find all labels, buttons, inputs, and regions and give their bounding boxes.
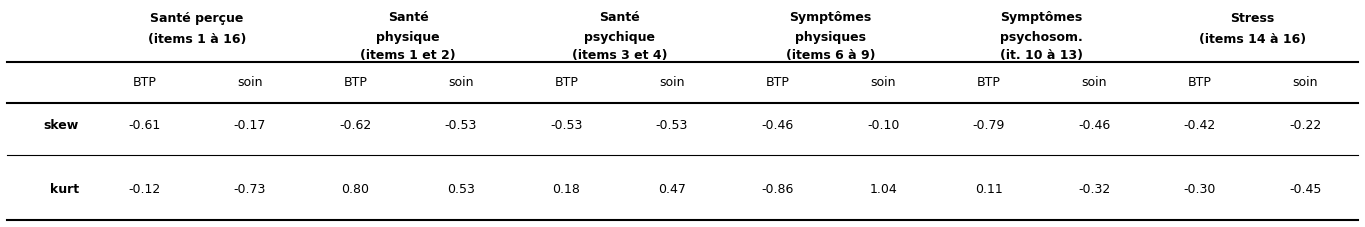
Text: -0.46: -0.46 [1078, 119, 1110, 133]
Text: (items 14 à 16): (items 14 à 16) [1198, 33, 1306, 46]
Text: -0.53: -0.53 [445, 119, 478, 133]
Text: Symptômes: Symptômes [1001, 10, 1082, 24]
Text: -0.30: -0.30 [1183, 183, 1216, 196]
Text: soin: soin [1081, 76, 1107, 89]
Text: -0.62: -0.62 [340, 119, 371, 133]
Text: 0.80: 0.80 [341, 183, 370, 196]
Text: 0.53: 0.53 [446, 183, 475, 196]
Text: physique: physique [377, 31, 440, 44]
Text: -0.12: -0.12 [128, 183, 160, 196]
Text: (it. 10 à 13): (it. 10 à 13) [1001, 49, 1082, 62]
Text: -0.53: -0.53 [550, 119, 583, 133]
Text: soin: soin [448, 76, 474, 89]
Text: BTP: BTP [1188, 76, 1212, 89]
Text: -0.22: -0.22 [1290, 119, 1321, 133]
Text: BTP: BTP [766, 76, 789, 89]
Text: soin: soin [659, 76, 685, 89]
Text: 0.11: 0.11 [975, 183, 1002, 196]
Text: soin: soin [1293, 76, 1319, 89]
Text: -0.32: -0.32 [1078, 183, 1110, 196]
Text: (items 1 à 16): (items 1 à 16) [147, 33, 246, 46]
Text: kurt: kurt [49, 183, 79, 196]
Text: Santé: Santé [599, 10, 640, 24]
Text: Symptômes: Symptômes [789, 10, 871, 24]
Text: -0.53: -0.53 [655, 119, 688, 133]
Text: (items 1 et 2): (items 1 et 2) [360, 49, 456, 62]
Text: soin: soin [871, 76, 895, 89]
Text: soin: soin [238, 76, 262, 89]
Text: (items 6 à 9): (items 6 à 9) [786, 49, 875, 62]
Text: -0.10: -0.10 [867, 119, 900, 133]
Text: -0.73: -0.73 [233, 183, 266, 196]
Text: -0.17: -0.17 [233, 119, 266, 133]
Text: Santé: Santé [388, 10, 429, 24]
Text: BTP: BTP [344, 76, 367, 89]
Text: BTP: BTP [132, 76, 156, 89]
Text: -0.61: -0.61 [128, 119, 160, 133]
Text: (items 3 et 4): (items 3 et 4) [572, 49, 667, 62]
Text: 0.18: 0.18 [553, 183, 580, 196]
Text: BTP: BTP [977, 76, 1001, 89]
Text: psychique: psychique [584, 31, 655, 44]
Text: psychosom.: psychosom. [1001, 31, 1082, 44]
Text: Santé perçue: Santé perçue [150, 12, 244, 25]
Text: BTP: BTP [554, 76, 579, 89]
Text: 1.04: 1.04 [870, 183, 897, 196]
Text: -0.86: -0.86 [762, 183, 794, 196]
Text: physiques: physiques [794, 31, 865, 44]
Text: 0.47: 0.47 [658, 183, 687, 196]
Text: skew: skew [44, 119, 79, 133]
Text: -0.42: -0.42 [1183, 119, 1216, 133]
Text: -0.79: -0.79 [972, 119, 1005, 133]
Text: Stress: Stress [1230, 12, 1275, 25]
Text: -0.45: -0.45 [1289, 183, 1321, 196]
Text: -0.46: -0.46 [762, 119, 793, 133]
